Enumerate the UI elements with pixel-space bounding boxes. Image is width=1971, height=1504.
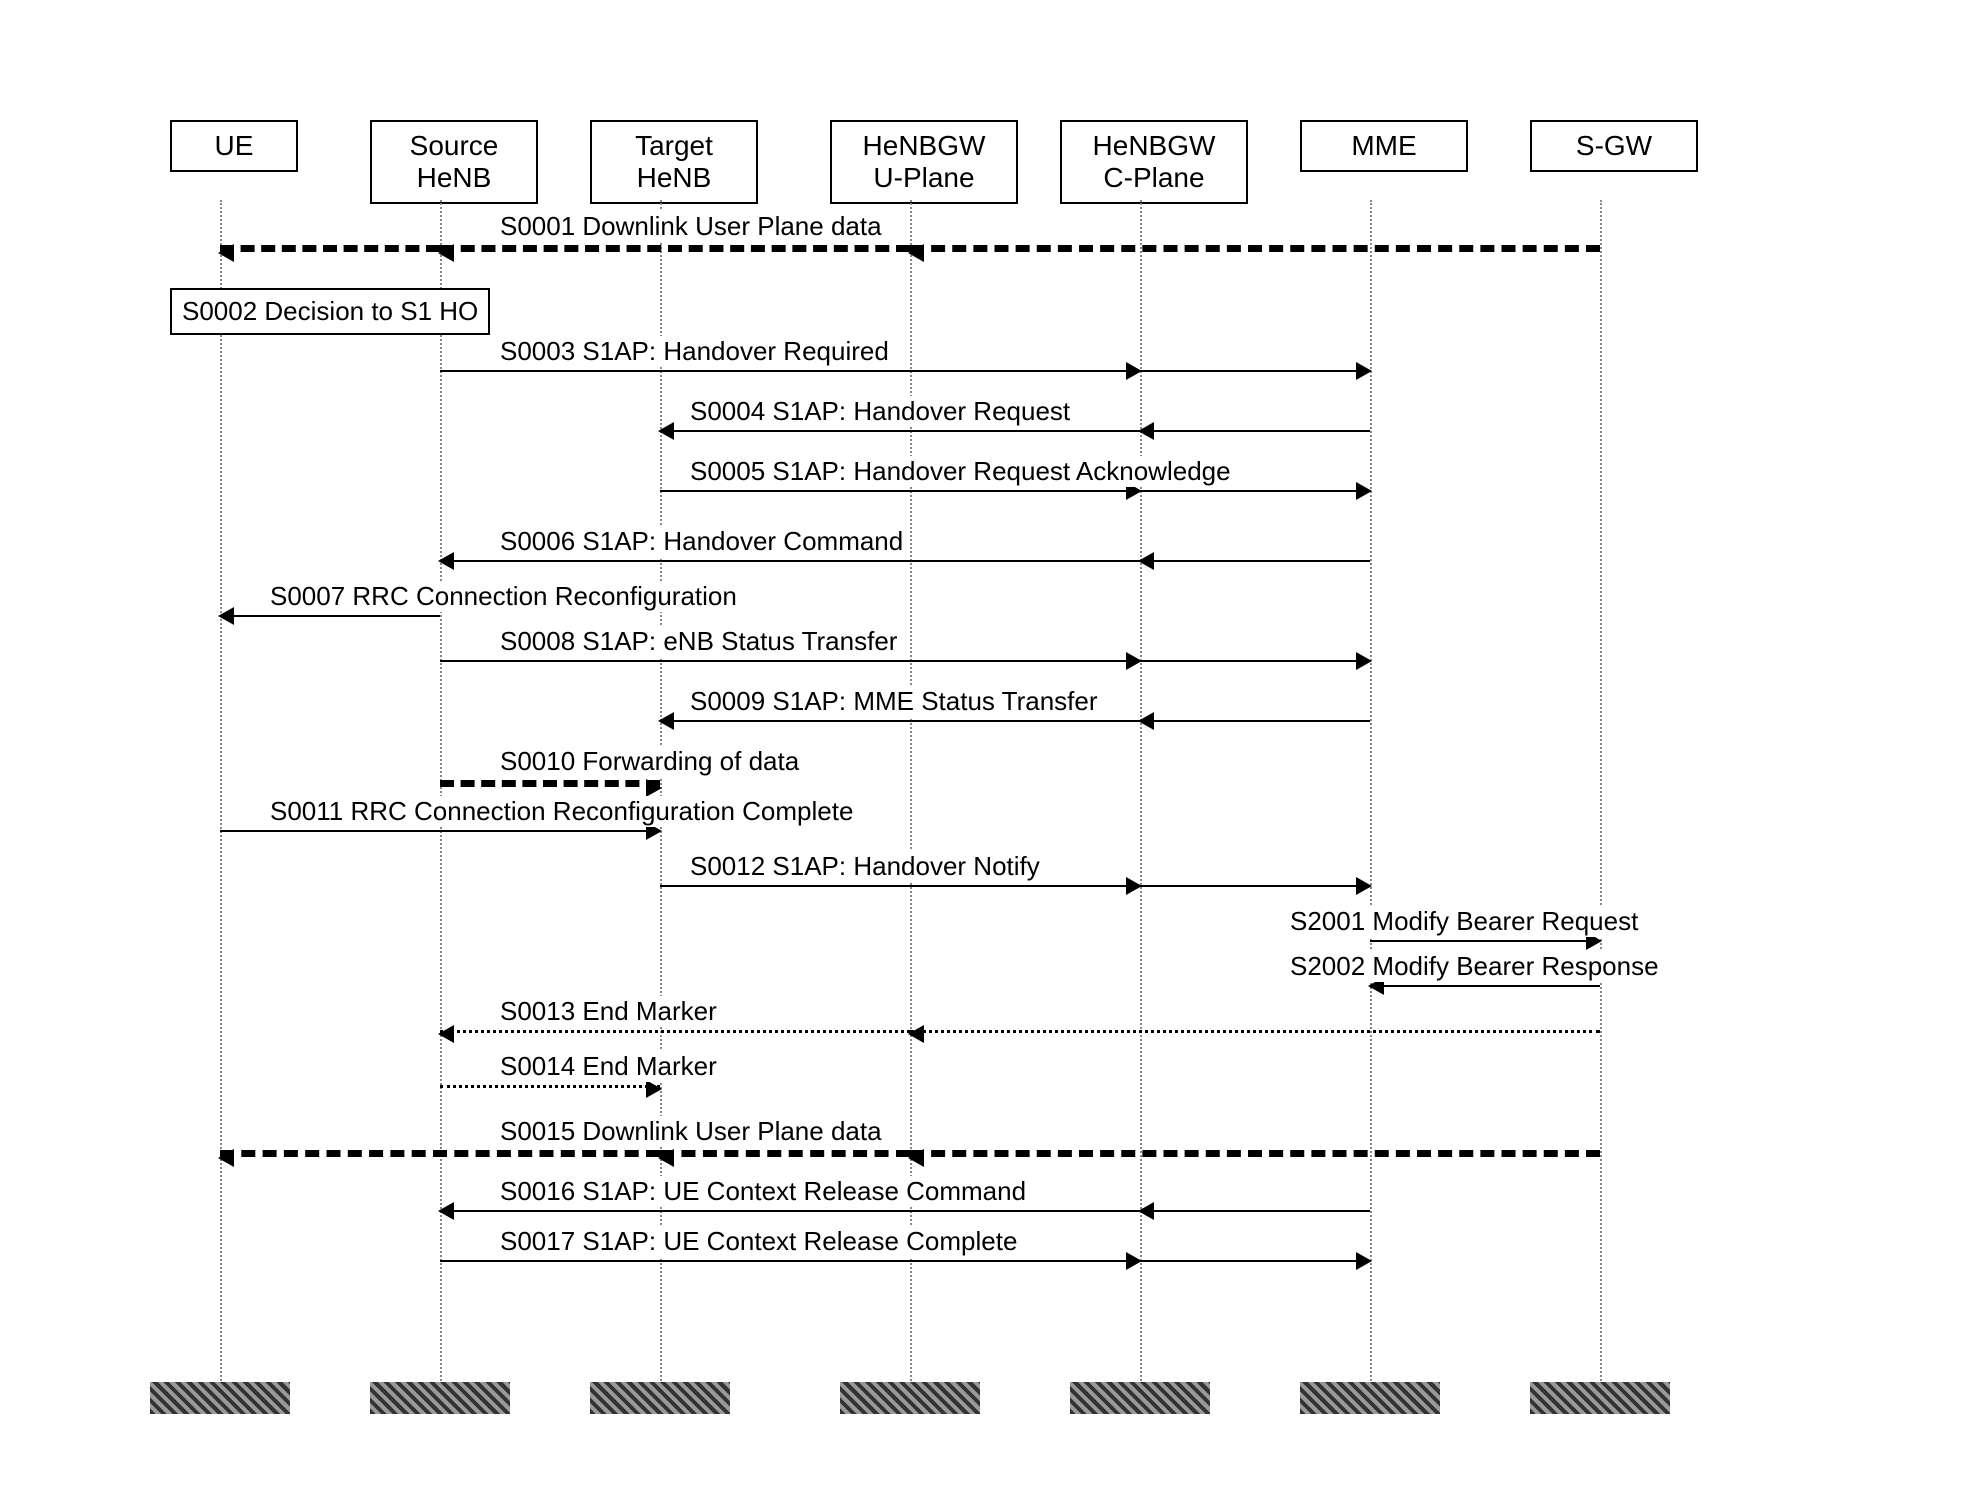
participant-sgw: S-GW (1530, 120, 1698, 172)
message-s0010: S0010 Forwarding of data (500, 746, 799, 777)
lifeline-end-hc (1070, 1382, 1210, 1414)
lifeline-end-mme (1300, 1382, 1440, 1414)
message-s2001: S2001 Modify Bearer Request (1290, 906, 1638, 937)
message-s0011: S0011 RRC Connection Reconfiguration Com… (270, 796, 853, 827)
message-s0009: S0009 S1AP: MME Status Transfer (690, 686, 1098, 717)
message-s0006: S0006 S1AP: Handover Command (500, 526, 903, 557)
message-s0016: S0016 S1AP: UE Context Release Command (500, 1176, 1026, 1207)
participant-shenb: SourceHeNB (370, 120, 538, 204)
lifeline-end-ue (150, 1382, 290, 1414)
message-s0007: S0007 RRC Connection Reconfiguration (270, 581, 737, 612)
message-s0005: S0005 S1AP: Handover Request Acknowledge (690, 456, 1231, 487)
lifeline-end-sgw (1530, 1382, 1670, 1414)
message-s2002: S2002 Modify Bearer Response (1290, 951, 1659, 982)
message-s0017: S0017 S1AP: UE Context Release Complete (500, 1226, 1017, 1257)
message-s0001: S0001 Downlink User Plane data (500, 211, 882, 242)
message-s0012: S0012 S1AP: Handover Notify (690, 851, 1040, 882)
message-s0003: S0003 S1AP: Handover Required (500, 336, 889, 367)
participant-hc: HeNBGWC-Plane (1060, 120, 1248, 204)
message-s0013: S0013 End Marker (500, 996, 717, 1027)
message-s0015: S0015 Downlink User Plane data (500, 1116, 882, 1147)
lifeline-end-hu (840, 1382, 980, 1414)
lifeline-end-thenb (590, 1382, 730, 1414)
decision-s0002: S0002 Decision to S1 HO (170, 288, 490, 335)
participant-mme: MME (1300, 120, 1468, 172)
sequence-diagram: UE SourceHeNB TargetHeNB HeNBGWU-Plane HeNBG… (20, 20, 1971, 1484)
participant-ue: UE (170, 120, 298, 172)
lifeline-end-shenb (370, 1382, 510, 1414)
lifeline-ue (220, 200, 224, 1384)
lifeline-sgw (1600, 200, 1604, 1384)
participant-thenb: TargetHeNB (590, 120, 758, 204)
message-s0004: S0004 S1AP: Handover Request (690, 396, 1070, 427)
message-s0008: S0008 S1AP: eNB Status Transfer (500, 626, 897, 657)
message-s0014: S0014 End Marker (500, 1051, 717, 1082)
participant-hu: HeNBGWU-Plane (830, 120, 1018, 204)
